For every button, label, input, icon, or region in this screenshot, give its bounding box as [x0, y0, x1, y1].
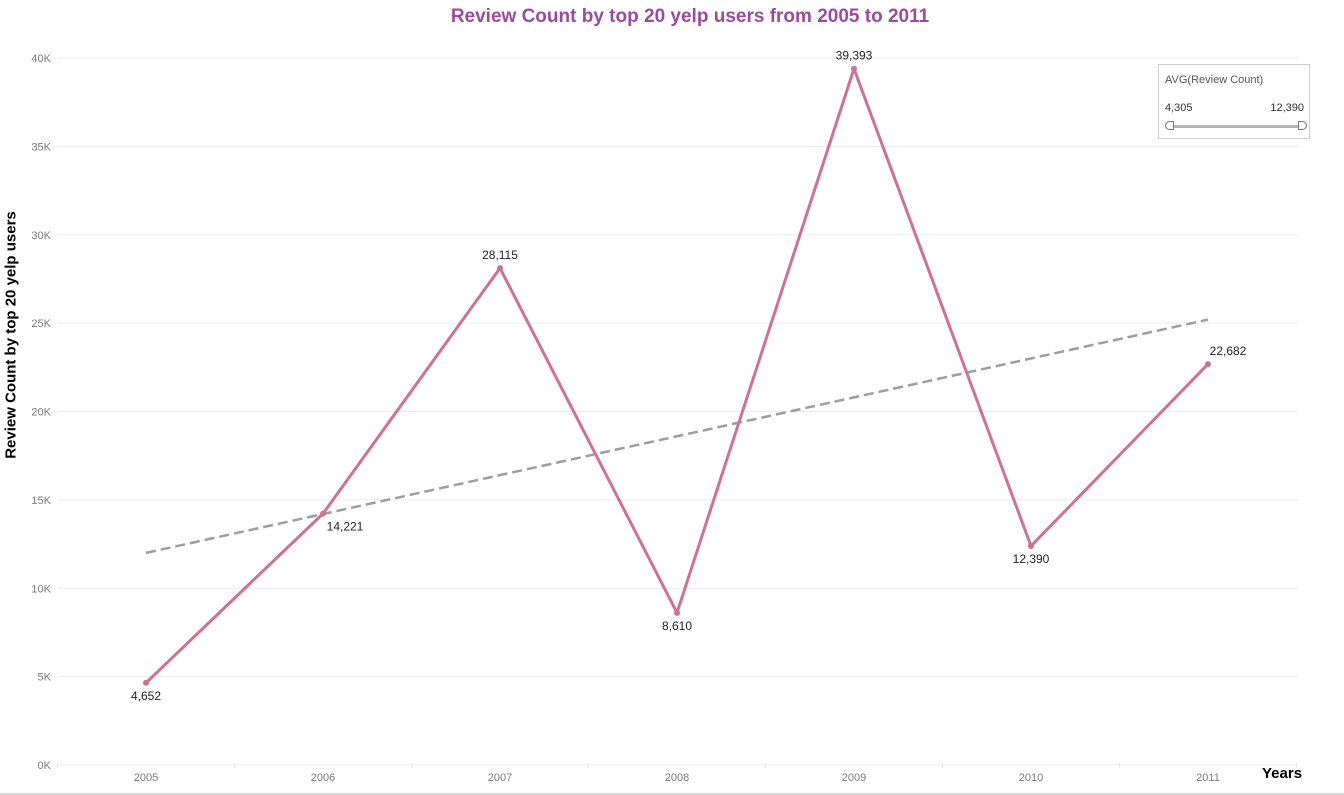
data-label: 8,610	[662, 619, 692, 633]
series-line	[144, 67, 1210, 684]
data-label: 14,221	[327, 520, 364, 534]
y-tick-label: 20K	[31, 407, 51, 419]
series-group	[143, 65, 1211, 686]
data-label: 28,115	[482, 248, 518, 262]
legend-max-handle[interactable]	[1298, 121, 1307, 130]
x-tick-label: 2008	[665, 772, 689, 784]
x-tick-label: 2010	[1019, 772, 1043, 784]
data-point	[320, 510, 326, 517]
data-label: 12,390	[1013, 552, 1050, 566]
trend-line-group	[145, 318, 1209, 555]
legend-title: AVG(Review Count)	[1165, 74, 1264, 86]
x-tick-label: 2006	[311, 772, 335, 784]
data-point	[851, 65, 857, 72]
y-tick-label: 10K	[31, 583, 51, 595]
data-point	[674, 609, 680, 616]
data-label: 39,393	[836, 49, 873, 63]
data-labels: 4,652 14,221 28,115 8,610 39,393 12,390 22,682	[131, 49, 1247, 703]
y-tick-label: 25K	[31, 318, 51, 330]
y-tick-label: 40K	[31, 53, 51, 65]
legend-min-label: 4,305	[1165, 102, 1193, 114]
trend-line	[145, 318, 1209, 555]
color-legend[interactable]: AVG(Review Count) 4,305 12,390	[1158, 64, 1310, 139]
x-tick-label: 2005	[134, 772, 158, 784]
y-tick-label: 35K	[31, 141, 51, 153]
y-tick-label: 0K	[38, 760, 52, 772]
legend-max-label: 12,390	[1270, 102, 1304, 114]
x-tick-label: 2007	[488, 772, 512, 784]
data-point	[497, 265, 503, 272]
legend-range-track[interactable]	[1171, 125, 1302, 128]
x-tick-label: 2011	[1196, 772, 1220, 784]
bottom-divider	[0, 793, 1344, 795]
data-point	[1028, 543, 1034, 550]
data-point	[1205, 361, 1211, 368]
axes: 0K 5K 10K 15K 20K 25K 30K 35K 40K 2005 2006 2007 200…	[31, 53, 1219, 784]
chart-title: Review Count by top 20 yelp users from 2…	[450, 6, 930, 27]
data-point	[143, 679, 149, 686]
x-axis-title: Years	[1262, 765, 1303, 782]
legend-min-handle[interactable]	[1165, 121, 1174, 130]
y-tick-label: 30K	[31, 230, 51, 242]
gridlines	[57, 57, 1298, 768]
data-label: 4,652	[131, 689, 161, 703]
y-tick-label: 15K	[31, 495, 51, 507]
y-tick-label: 5K	[38, 672, 52, 684]
x-tick-label: 2009	[842, 772, 866, 784]
data-label: 22,682	[1210, 344, 1247, 358]
